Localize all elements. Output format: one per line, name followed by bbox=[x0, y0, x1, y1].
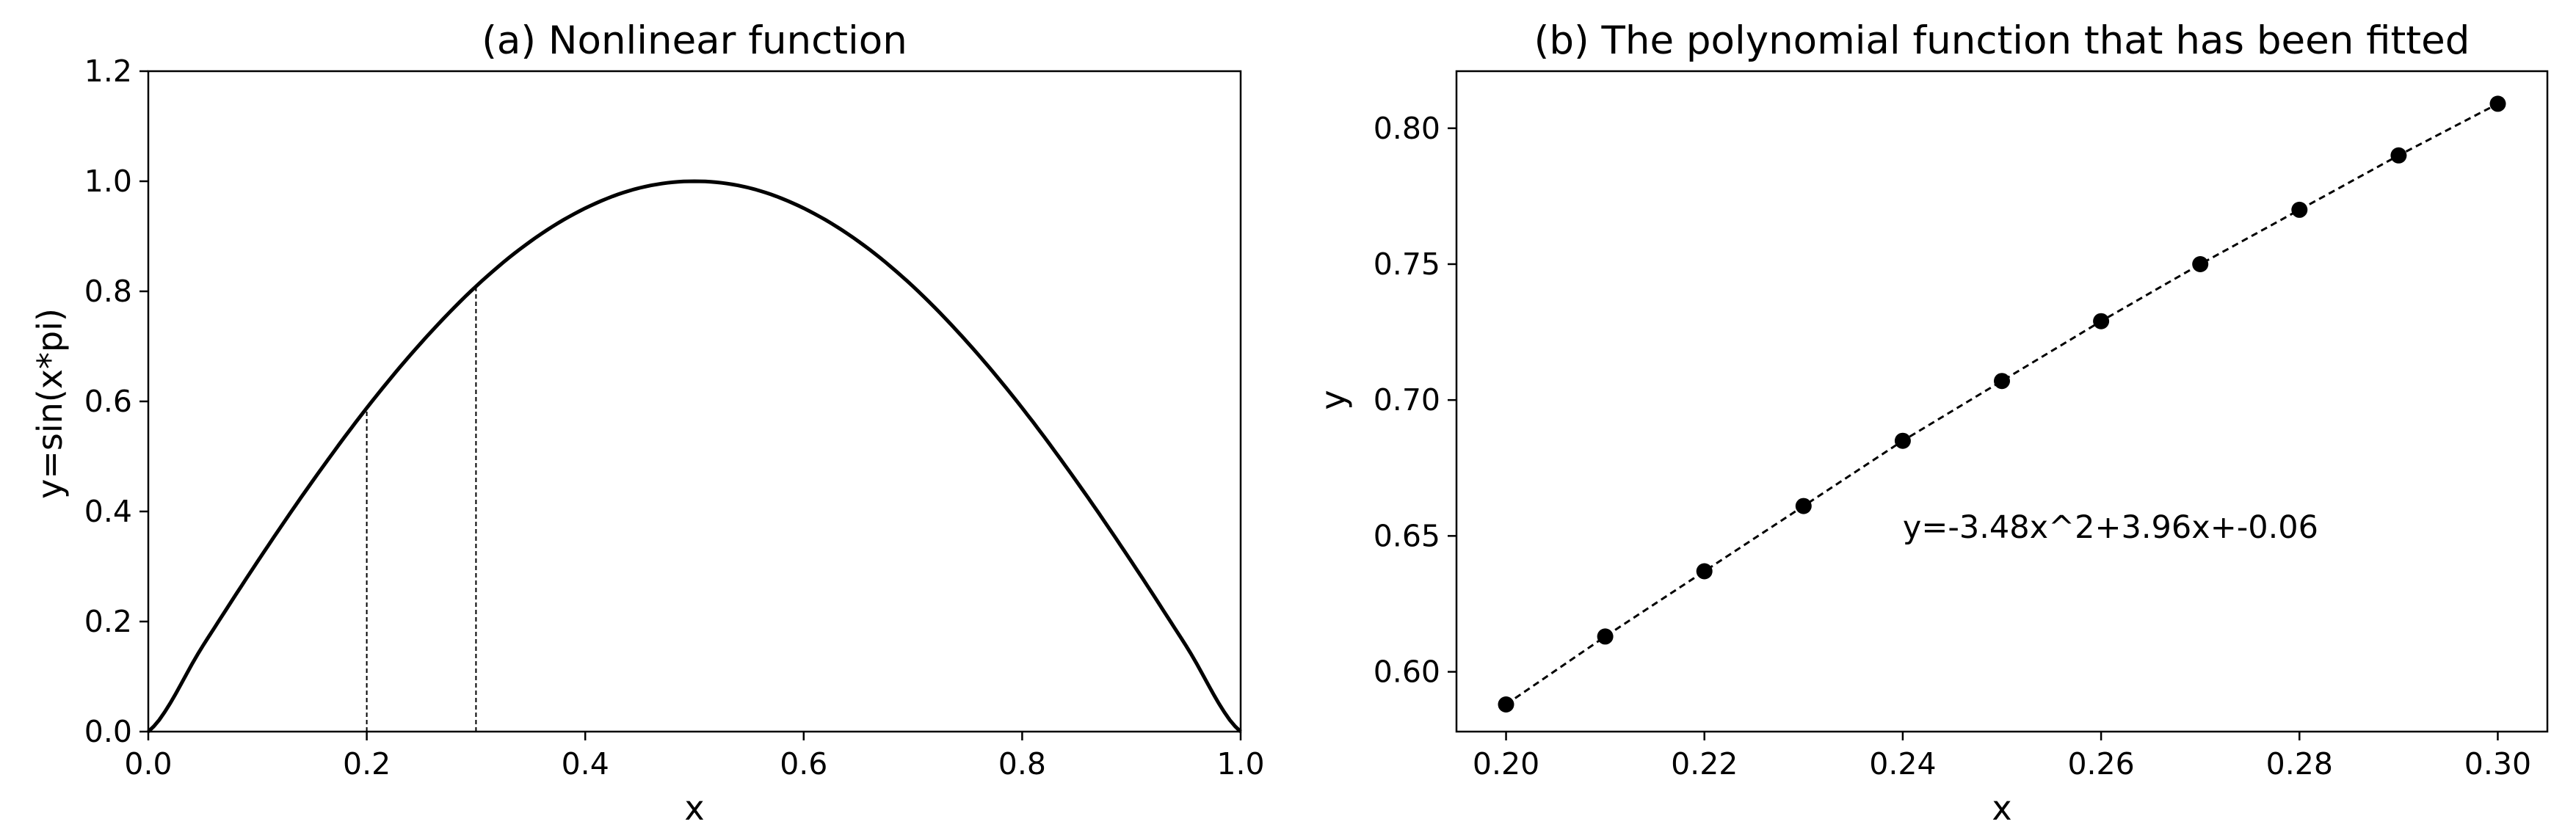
x-tick-label: 0.20 bbox=[1473, 746, 1539, 781]
y-tick-label: 0.65 bbox=[1374, 518, 1440, 553]
x-tick-label: 0.2 bbox=[343, 746, 391, 781]
x-tick-label: 1.0 bbox=[1216, 746, 1264, 781]
panel-b-data-point bbox=[1994, 373, 2010, 390]
y-tick-label: 0.75 bbox=[1374, 247, 1440, 282]
panel-b-data-point bbox=[2489, 95, 2506, 112]
y-tick-label: 0.70 bbox=[1374, 382, 1440, 418]
panel-a-title: (a) Nonlinear function bbox=[482, 18, 907, 63]
panel-b-equation-annotation: y=-3.48x^2+3.96x+-0.06 bbox=[1903, 509, 2318, 546]
panel-a-x-ticks: 0.0 0.2 0.4 0.6 0.8 1.0 bbox=[124, 732, 1265, 781]
panel-b-series-line bbox=[1505, 103, 2499, 706]
panel-b-title: (b) The polynomial function that has bee… bbox=[1534, 18, 2470, 63]
panel-b-axes-frame bbox=[1455, 70, 2549, 733]
x-tick-label: 0.22 bbox=[1671, 746, 1738, 781]
panel-b-x-ticks: 0.20 0.22 0.24 0.26 0.28 0.30 bbox=[1473, 732, 2531, 781]
panel-a-y-ticks: 0.0 0.2 0.4 0.6 0.8 1.0 1.2 bbox=[84, 54, 148, 749]
panel-b-y-ticks: 0.60 0.65 0.70 0.75 0.80 bbox=[1374, 111, 1456, 690]
y-tick-label: 0.80 bbox=[1374, 111, 1440, 146]
panel-a-plot-area bbox=[147, 70, 1242, 733]
panel-b-data-point bbox=[1894, 432, 1911, 449]
x-tick-label: 0.4 bbox=[562, 746, 609, 781]
panel-a-axes-frame bbox=[147, 70, 1242, 733]
panel-a-nonlinear-function: (a) Nonlinear function 0.0 0.2 0.4 0.6 0.8 1.… bbox=[30, 18, 1265, 828]
panel-b-data-point bbox=[1696, 563, 1713, 580]
panel-b-data-point bbox=[2093, 313, 2110, 329]
panel-b-data-point bbox=[1498, 696, 1514, 713]
x-tick-label: 0.0 bbox=[124, 746, 172, 781]
y-tick-label: 0.0 bbox=[84, 714, 132, 749]
panel-b-fitted-polynomial: (b) The polynomial function that has bee… bbox=[1313, 18, 2549, 828]
x-tick-label: 0.30 bbox=[2464, 746, 2531, 781]
panel-a-y-axis-label: y=sin(x*pi) bbox=[30, 308, 70, 499]
x-tick-label: 0.6 bbox=[780, 746, 827, 781]
panel-b-data-point bbox=[2390, 147, 2407, 164]
y-tick-label: 0.8 bbox=[84, 274, 132, 309]
panel-b-data-point bbox=[1597, 628, 1614, 645]
y-tick-label: 1.0 bbox=[84, 164, 132, 199]
panel-a-series-line bbox=[147, 179, 1242, 733]
y-tick-label: 0.60 bbox=[1374, 655, 1440, 690]
y-tick-label: 0.4 bbox=[84, 494, 132, 529]
y-tick-label: 0.6 bbox=[84, 384, 132, 419]
y-tick-label: 0.2 bbox=[84, 604, 132, 639]
panel-b-data-point bbox=[1795, 498, 1812, 514]
x-tick-label: 0.8 bbox=[998, 746, 1046, 781]
panel-b-x-axis-label: x bbox=[1992, 788, 2011, 828]
panel-b-data-point bbox=[2291, 201, 2308, 218]
panel-a-x-axis-label: x bbox=[684, 788, 704, 828]
x-tick-label: 0.26 bbox=[2067, 746, 2134, 781]
panel-b-y-axis-label: y bbox=[1313, 390, 1353, 409]
y-tick-label: 1.2 bbox=[84, 54, 132, 89]
panel-b-data-point bbox=[2192, 256, 2209, 272]
panel-b-plot-area bbox=[1455, 70, 2549, 733]
x-tick-label: 0.24 bbox=[1869, 746, 1936, 781]
x-tick-label: 0.28 bbox=[2266, 746, 2333, 781]
